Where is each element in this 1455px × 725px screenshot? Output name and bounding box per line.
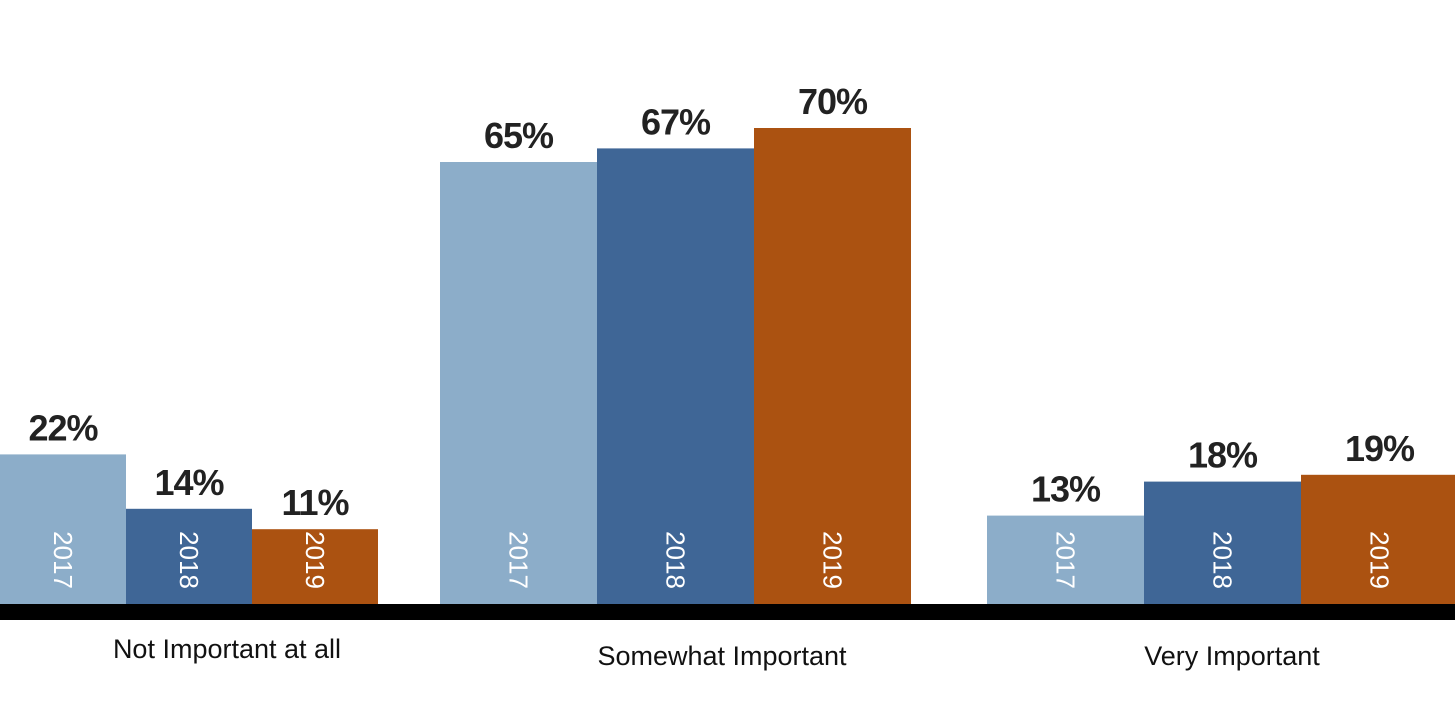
year-label-very-important-2019: 2019 [1365,531,1395,589]
category-labels: Not Important at all Somewhat Important … [113,634,1320,671]
year-label-not-important-at-all-2017: 2017 [48,531,78,589]
value-label-not-important-at-all-2018: 14% [154,462,224,503]
x-axis-baseline [0,604,1455,620]
year-label-somewhat-important-2017: 2017 [504,531,534,589]
bar-very-important-2017 [987,515,1144,604]
value-label-very-important-2018: 18% [1188,435,1258,476]
year-label-somewhat-important-2018: 2018 [661,531,691,589]
year-label-somewhat-important-2019: 2019 [818,531,848,589]
bar-very-important-2018 [1144,481,1301,604]
year-label-very-important-2018: 2018 [1208,531,1238,589]
year-label-not-important-at-all-2018: 2018 [174,531,204,589]
category-label-not-important: Not Important at all [113,634,341,664]
value-label-not-important-at-all-2017: 22% [28,407,98,448]
value-label-somewhat-important-2017: 65% [484,115,554,156]
category-label-very-important: Very Important [1144,641,1320,671]
bar-not-important-at-all-2017 [0,454,126,604]
bar-somewhat-important-2018 [597,148,754,604]
value-label-somewhat-important-2019: 70% [798,81,868,122]
value-label-not-important-at-all-2019: 11% [281,482,349,523]
bar-not-important-at-all-2019 [252,529,378,604]
year-label-not-important-at-all-2019: 2019 [300,531,330,589]
year-label-very-important-2017: 2017 [1051,531,1081,589]
bar-not-important-at-all-2018 [126,508,252,604]
bar-somewhat-important-2019 [754,128,911,604]
value-label-somewhat-important-2018: 67% [641,101,711,142]
bar-somewhat-important-2017 [440,162,597,604]
bar-very-important-2019 [1301,474,1455,604]
value-label-very-important-2019: 19% [1345,428,1415,469]
bars-layer: 22% 2017 14% 2018 11% 2019 65% 2017 67% 2018 70% 20… [0,81,1455,604]
value-label-very-important-2017: 13% [1031,469,1101,510]
category-label-somewhat-important: Somewhat Important [597,641,847,671]
